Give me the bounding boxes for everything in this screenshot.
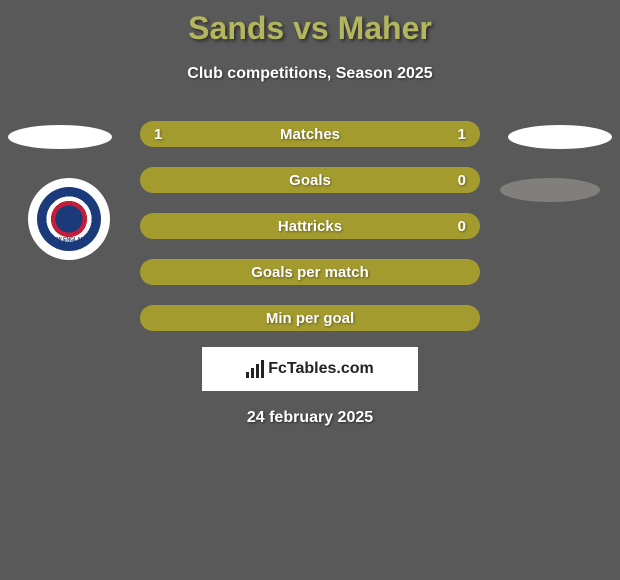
stat-bar-matches: 1 Matches 1 <box>140 121 480 147</box>
stat-bar-min-per-goal: Min per goal <box>140 305 480 331</box>
team-badge-graphic: NEW ENGLAND <box>37 187 101 251</box>
stat-label: Goals per match <box>251 264 369 281</box>
team-badge: NEW ENGLAND <box>28 178 110 260</box>
stat-right-value: 0 <box>458 218 466 235</box>
stat-label: Matches <box>280 126 340 143</box>
ellipse-top-left <box>8 125 112 149</box>
page-title: Sands vs Maher <box>0 0 620 47</box>
logo-text: FcTables.com <box>268 360 374 378</box>
stat-label: Min per goal <box>266 310 354 327</box>
stat-left-value: 1 <box>154 126 162 143</box>
stat-label: Goals <box>289 172 331 189</box>
ellipse-top-right <box>508 125 612 149</box>
stat-label: Hattricks <box>278 218 342 235</box>
subtitle: Club competitions, Season 2025 <box>0 65 620 83</box>
logo-content: FcTables.com <box>246 360 374 378</box>
stat-right-value: 0 <box>458 172 466 189</box>
logo-bars-icon <box>246 360 264 378</box>
ellipse-mid-right <box>500 178 600 202</box>
stat-bar-goals-per-match: Goals per match <box>140 259 480 285</box>
stat-right-value: 1 <box>458 126 466 143</box>
stat-bar-goals: Goals 0 <box>140 167 480 193</box>
date-text: 24 february 2025 <box>0 409 620 427</box>
stat-bar-hattricks: Hattricks 0 <box>140 213 480 239</box>
team-badge-text: NEW ENGLAND <box>50 237 88 243</box>
logo-box: FcTables.com <box>202 347 418 391</box>
